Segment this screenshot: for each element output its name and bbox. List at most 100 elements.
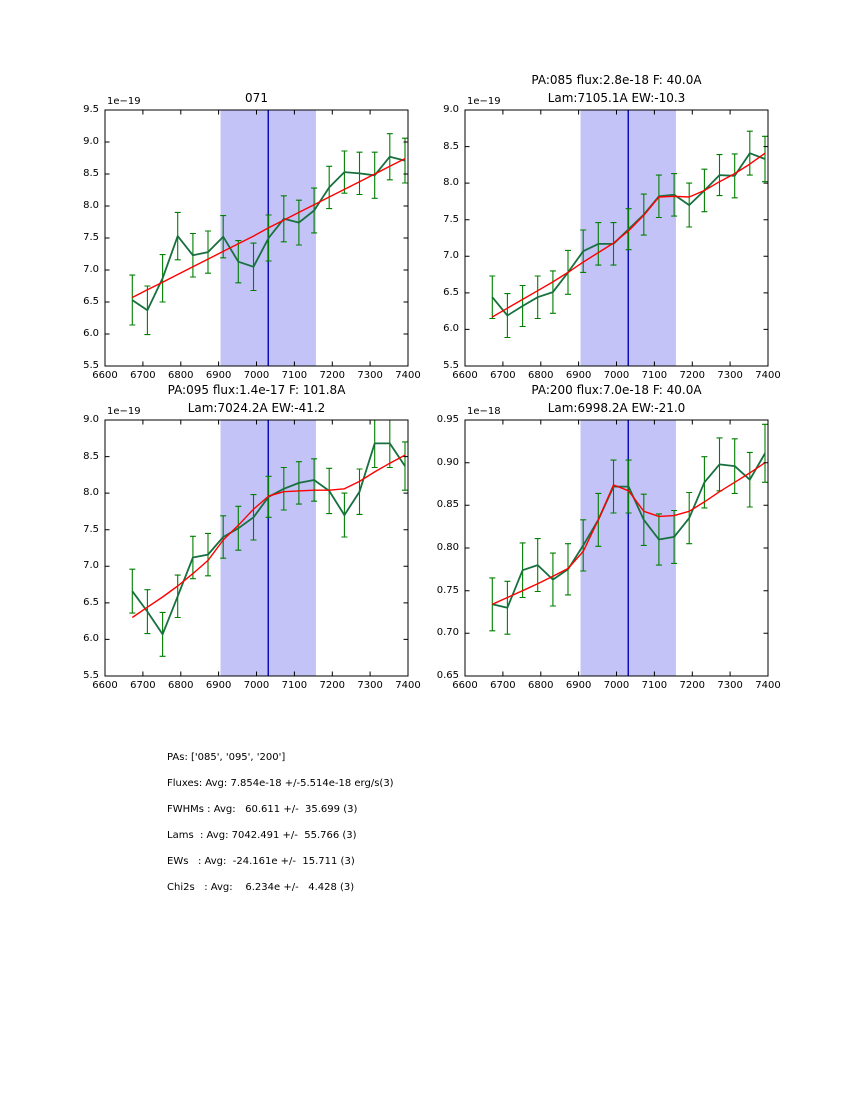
y-tick-label: 0.85 — [436, 499, 459, 511]
x-tick-label: 6700 — [130, 680, 156, 691]
plot-area — [464, 109, 769, 367]
axis-offset-label: 1e−18 — [467, 406, 501, 417]
axis-ticks — [464, 419, 769, 677]
y-tick-label: 7.5 — [443, 213, 459, 225]
x-tick-label: 7300 — [357, 370, 383, 381]
fit-line — [492, 462, 766, 605]
x-tick-label: 7100 — [641, 370, 668, 381]
x-tick-label: 7300 — [717, 680, 743, 691]
y-tick-label: 9.5 — [83, 104, 99, 115]
y-tick-label: 5.5 — [443, 360, 459, 371]
x-tick-label: 6600 — [92, 370, 118, 381]
y-tick-label: 8.0 — [83, 200, 99, 211]
fit-line — [491, 152, 766, 318]
x-tick-label: 6900 — [565, 680, 592, 691]
plot-title-line: Lam:7024.2A EW:-41.2 — [187, 401, 326, 415]
summary-line-fwhms: FWHMs : Avg: 60.611 +/- 35.699 (3) — [167, 804, 358, 815]
x-tick-label: 6700 — [130, 370, 156, 381]
y-tick-label: 6.0 — [83, 328, 99, 339]
y-tick-label: 6.0 — [83, 633, 99, 645]
y-tick-label: 0.65 — [436, 670, 459, 681]
x-tick-label: 6700 — [490, 680, 516, 691]
x-tick-label: 7100 — [281, 370, 308, 381]
x-tick-label: 7200 — [319, 680, 345, 691]
y-tick-label: 8.0 — [83, 487, 99, 499]
y-tick-label: 0.75 — [436, 584, 459, 596]
x-tick-label: 6800 — [168, 680, 194, 691]
y-tick-label: 7.5 — [83, 232, 99, 243]
axis-offset-label: 1e−19 — [107, 406, 141, 417]
summary-line-chi2s: Chi2s : Avg: 6.234e +/- 4.428 (3) — [167, 882, 355, 893]
x-tick-label: 7200 — [679, 370, 705, 381]
subplot-pa200: PA:200 flux:7.0e-18 F: 40.0A Lam:6998.2A … — [420, 370, 800, 716]
y-tick-label: 5.5 — [83, 360, 99, 371]
y-tick-label: 0.70 — [436, 627, 459, 639]
y-tick-label: 8.5 — [83, 450, 99, 462]
x-tick-label: 7300 — [717, 370, 743, 381]
y-tick-label: 6.0 — [443, 323, 459, 335]
plot-title-line: PA:200 flux:7.0e-18 F: 40.0A — [531, 383, 702, 397]
plot-title-line: Lam:7105.1A EW:-10.3 — [547, 91, 686, 105]
x-tick-label: 6700 — [490, 370, 516, 381]
y-tick-label: 9.0 — [443, 104, 459, 115]
y-tick-label: 6.5 — [83, 596, 99, 608]
x-tick-label: 6900 — [205, 370, 232, 381]
x-tick-label: 7000 — [243, 680, 270, 691]
y-tick-label: 7.0 — [83, 560, 99, 572]
x-tick-label: 6600 — [452, 680, 478, 691]
x-tick-label: 7100 — [641, 680, 668, 691]
fit-line — [131, 157, 406, 299]
summary-line-pas: PAs: ['085', '095', '200'] — [167, 752, 286, 763]
plot-area — [104, 419, 409, 677]
x-tick-label: 6800 — [168, 370, 194, 381]
fit-line — [131, 454, 406, 619]
spectrum-line — [131, 155, 406, 312]
y-tick-label: 5.5 — [83, 670, 99, 681]
x-tick-label: 7400 — [755, 680, 781, 691]
plot-title-line: PA:085 flux:2.8e-18 F: 40.0A — [531, 73, 702, 87]
axis-offset-label: 1e−19 — [467, 96, 501, 107]
axis-ticks — [464, 109, 769, 367]
x-tick-label: 6600 — [452, 370, 478, 381]
x-tick-label: 6900 — [565, 370, 592, 381]
plot-title-line: 071 — [245, 91, 268, 105]
y-tick-label: 9.0 — [83, 136, 99, 147]
y-tick-label: 8.0 — [443, 177, 459, 189]
spectrum-line — [491, 152, 766, 317]
summary-line-ews: EWs : Avg: -24.161e +/- 15.711 (3) — [167, 856, 355, 867]
subplot-pa095: PA:095 flux:1.4e-17 F: 101.8A Lam:7024.2A… — [60, 370, 440, 716]
x-tick-label: 7200 — [679, 680, 705, 691]
y-tick-label: 7.5 — [83, 523, 99, 535]
x-tick-label: 7300 — [357, 680, 383, 691]
plot-title-line: Lam:6998.2A EW:-21.0 — [547, 401, 686, 415]
plot-area — [464, 419, 769, 677]
y-tick-label: 0.95 — [436, 414, 459, 425]
x-tick-label: 7400 — [395, 370, 421, 381]
y-tick-label: 7.0 — [83, 264, 99, 275]
y-tick-label: 0.90 — [436, 456, 459, 468]
y-tick-label: 7.0 — [443, 250, 459, 262]
x-tick-label: 7000 — [603, 370, 630, 381]
plot-title-line: PA:095 flux:1.4e-17 F: 101.8A — [167, 383, 346, 397]
x-tick-label: 7000 — [243, 370, 270, 381]
summary-line-lams: Lams : Avg: 7042.491 +/- 55.766 (3) — [167, 830, 357, 841]
x-tick-label: 7200 — [319, 370, 345, 381]
y-tick-label: 8.5 — [443, 140, 459, 152]
subplot-avg-071: 071 1e−19 5.5 6.0 6.5 7.0 7.5 8.0 8.5 9.0 9.5 6600 6… — [60, 60, 440, 406]
y-tick-label: 0.80 — [436, 542, 459, 553]
summary-text-block: PAs: ['085', '095', '200'] Fluxes: Avg: … — [167, 745, 394, 901]
y-tick-label: 8.5 — [83, 168, 99, 179]
x-tick-label: 6800 — [528, 370, 554, 381]
y-tick-label: 6.5 — [83, 296, 99, 307]
axis-ticks — [104, 109, 409, 367]
x-tick-label: 7400 — [395, 680, 421, 691]
axis-ticks — [104, 419, 409, 677]
x-tick-label: 7100 — [281, 680, 308, 691]
y-tick-label: 9.0 — [83, 414, 99, 425]
x-tick-label: 6900 — [205, 680, 232, 691]
axis-offset-label: 1e−19 — [107, 96, 141, 107]
subplot-pa085: PA:085 flux:2.8e-18 F: 40.0A Lam:7105.1A … — [420, 60, 800, 406]
spectrum-line — [492, 452, 766, 609]
x-tick-label: 6600 — [92, 680, 118, 691]
